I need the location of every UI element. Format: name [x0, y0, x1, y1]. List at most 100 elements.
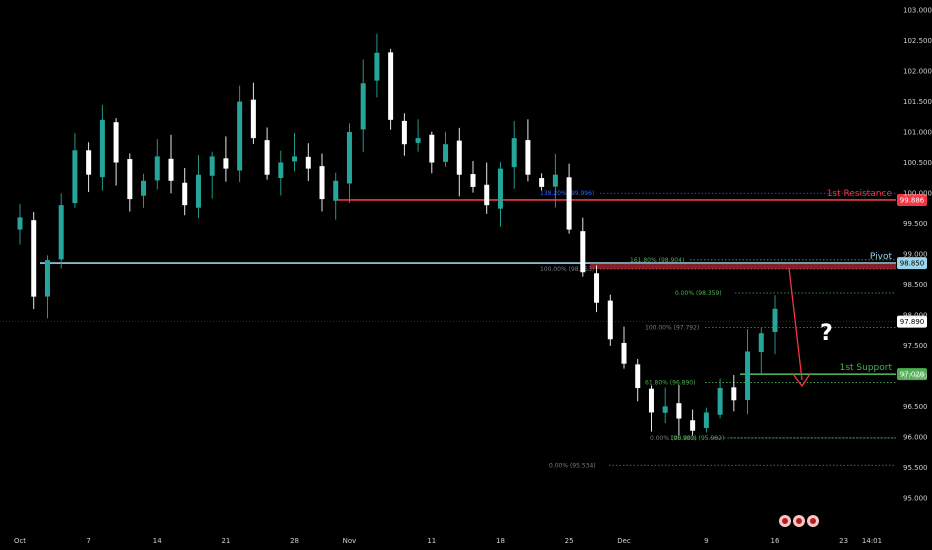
candle-body [552, 174, 558, 187]
candle-body [607, 300, 613, 340]
level-price-label: 98.850 [900, 260, 925, 268]
candle-body [17, 217, 23, 230]
candle-body [525, 140, 531, 175]
y-tick-label: 101.500 [903, 98, 932, 106]
level-price-tag [897, 368, 927, 381]
pivot-zone [590, 263, 896, 270]
candle-body [141, 180, 147, 196]
candle-body [223, 158, 229, 169]
candle-body [374, 52, 380, 81]
level-name: Pivot [870, 252, 893, 262]
candle-body [648, 388, 654, 413]
candle-body [594, 273, 600, 303]
fib-level-label: 0.00% (95.534) [549, 462, 596, 469]
y-tick-label: 95.000 [903, 494, 928, 502]
candle-body [388, 52, 394, 120]
candle-body [58, 205, 64, 260]
y-tick-label: 95.500 [903, 464, 928, 472]
x-tick-label: 14:01 [862, 537, 882, 545]
candle-body [99, 119, 105, 178]
projection-arrow-head [792, 373, 811, 388]
candle-body [360, 83, 366, 130]
x-tick-label: 14 [153, 537, 162, 545]
x-tick-label: 16 [771, 537, 780, 545]
candle-body [127, 159, 133, 200]
candle-body [333, 180, 339, 201]
y-tick-label: 101.000 [903, 129, 932, 137]
candle-body [168, 158, 174, 181]
candle-body [745, 351, 751, 400]
candle-body [566, 177, 572, 230]
candle-body [401, 120, 407, 145]
level-price-label: 97.028 [900, 371, 925, 379]
candle-body [456, 140, 462, 175]
x-tick-label: 21 [221, 537, 230, 545]
candle-body [44, 260, 50, 297]
current-price-label: 97.890 [900, 318, 925, 326]
fib-level-label: 61.80% (96.890) [645, 380, 695, 387]
candle-body [72, 150, 78, 204]
fib-level-label: 100.00% (97.792) [645, 325, 699, 332]
y-tick-label: 100.500 [903, 159, 932, 167]
x-tick-label: Nov [343, 537, 357, 545]
candle-body [292, 156, 298, 162]
candle-body [662, 406, 668, 413]
x-tick-label: 11 [427, 537, 436, 545]
candle-body [264, 140, 270, 175]
fib-level-label: 161.80% (98.904) [630, 257, 684, 264]
candle-body [250, 99, 256, 139]
fib-level-label: 0.00% (98.359) [675, 290, 722, 297]
x-tick-label: 25 [565, 537, 574, 545]
fib-level-label: 100.00% (98.753) [540, 266, 594, 273]
brand-dot-3-inner [810, 518, 816, 524]
y-tick-label: 99.000 [903, 250, 928, 258]
fib-level-label: 100.00% (95.982) [670, 435, 724, 442]
y-tick-label: 96.500 [903, 403, 928, 411]
candle-body [484, 184, 490, 206]
candle-body [539, 178, 545, 187]
candle-body [195, 174, 201, 208]
level-name: 1st Support [840, 363, 893, 373]
question-mark: ? [820, 321, 833, 346]
candle-body [772, 308, 778, 333]
candle-body [717, 388, 723, 415]
candle-body [621, 342, 627, 364]
brand-logo[interactable] [779, 515, 819, 527]
candle-body [305, 156, 311, 169]
y-tick-label: 97.000 [903, 372, 928, 380]
candle-body [511, 138, 517, 168]
level-price-tag [897, 193, 927, 206]
brand-dot-2-inner [796, 518, 802, 524]
y-tick-label: 103.000 [903, 7, 932, 15]
candle-body [31, 220, 37, 297]
candle-body [113, 122, 119, 163]
candle-body [635, 364, 641, 389]
x-tick-label: 9 [704, 537, 708, 545]
candle-body [182, 182, 188, 206]
y-tick-label: 100.000 [903, 189, 932, 197]
x-tick-label: 23 [839, 537, 848, 545]
candle-body [278, 162, 284, 179]
candle-body [758, 333, 764, 353]
projection-arrow [788, 267, 803, 381]
x-tick-label: 7 [86, 537, 90, 545]
current-price-tag [897, 315, 927, 328]
candle-body [237, 101, 243, 171]
candle-body [209, 156, 215, 176]
y-tick-label: 102.500 [903, 37, 932, 45]
candle-body [415, 138, 421, 143]
fib-level-label: 0.00% (95.982) [650, 435, 697, 442]
x-tick-label: Dec [617, 537, 631, 545]
candle-body [86, 150, 92, 175]
x-tick-label: Oct [14, 537, 26, 545]
candle-body [497, 168, 503, 209]
candle-body [154, 156, 160, 181]
candle-body [470, 174, 476, 187]
level-name: 1st Resistance [827, 189, 893, 199]
candle-body [703, 412, 709, 428]
x-tick-label: 28 [290, 537, 299, 545]
candle-body [690, 420, 696, 431]
candle-body [346, 132, 352, 184]
